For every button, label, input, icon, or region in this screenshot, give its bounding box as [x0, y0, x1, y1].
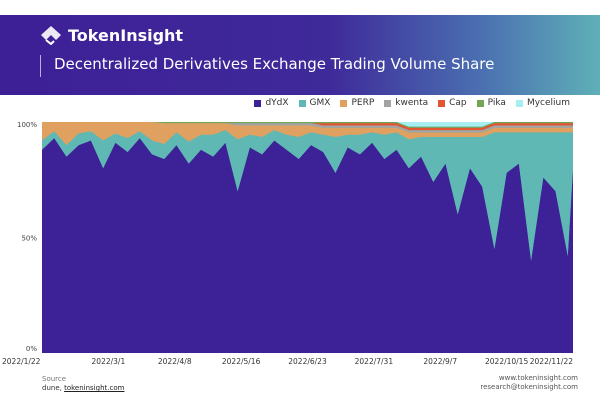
area-mycelium	[42, 122, 573, 127]
legend-item-dydx: dYdX	[254, 98, 289, 108]
source-link[interactable]: tokeninsight.com	[64, 384, 125, 392]
legend-item-gmx: GMX	[298, 98, 331, 108]
legend-swatch	[438, 99, 446, 107]
legend-label: kwenta	[395, 98, 429, 108]
source-note: Source dune, tokeninsight.com	[42, 375, 124, 393]
legend-label: GMX	[309, 98, 331, 108]
source-label: Source	[42, 375, 67, 383]
legend-label: PERP	[351, 98, 375, 108]
x-tick-label: 2022/9/7	[423, 357, 457, 366]
x-tick-label: 2022/1/22	[2, 357, 41, 366]
legend: dYdX GMX PERP kwenta Cap Pika Mycelium	[254, 98, 570, 108]
email[interactable]: research@tokeninsight.com	[480, 383, 578, 391]
x-tick-label: 2022/7/31	[355, 357, 394, 366]
area-cap	[42, 122, 573, 131]
legend-item-kwenta: kwenta	[384, 98, 428, 108]
y-tick-label: 50%	[21, 235, 37, 243]
legend-item-mycelium: Mycelium	[515, 98, 570, 108]
legend-swatch	[254, 99, 262, 107]
x-tick-label: 2022/5/16	[222, 357, 261, 366]
area-kwenta	[42, 122, 573, 133]
legend-swatch	[384, 99, 392, 107]
x-tick-label: 2022/3/1	[92, 357, 126, 366]
area-pika	[42, 122, 573, 128]
chart-title: Decentralized Derivatives Exchange Tradi…	[54, 55, 495, 73]
x-tick-label: 2022/10/15	[485, 357, 528, 366]
legend-item-cap: Cap	[438, 98, 467, 108]
header-banner: TokenInsight Decentralized Derivatives E…	[0, 15, 600, 95]
x-tick-label: 2022/11/22	[530, 357, 573, 366]
legend-label: Cap	[449, 98, 467, 108]
y-tick-label: 100%	[17, 121, 37, 129]
title-divider	[40, 55, 41, 77]
x-tick-label: 2022/6/23	[288, 357, 327, 366]
website[interactable]: www.tokeninsight.com	[498, 374, 578, 382]
legend-swatch	[340, 99, 348, 107]
legend-swatch	[476, 99, 484, 107]
y-tick-label: 0%	[26, 345, 37, 353]
legend-label: Pika	[487, 98, 506, 108]
legend-label: Mycelium	[526, 98, 570, 108]
x-tick-label: 2022/4/8	[158, 357, 192, 366]
area-gmx	[42, 130, 573, 261]
source-text: dune,	[42, 384, 65, 392]
legend-item-perp: PERP	[340, 98, 374, 108]
brand-logo: TokenInsight	[40, 25, 183, 45]
area-dydx	[42, 138, 573, 353]
legend-swatch	[515, 99, 523, 107]
brand-name: TokenInsight	[68, 25, 184, 45]
tokeninsight-logo-icon	[41, 26, 61, 45]
stacked-area-chart: 0% 50% 100% 2022/1/22 2022/3/1 2022/4/8 2022/5…	[2, 121, 573, 366]
legend-item-pika: Pika	[476, 98, 506, 108]
contact-info: www.tokeninsight.com research@tokeninsig…	[480, 374, 578, 392]
area-perp	[42, 122, 573, 146]
legend-label: dYdX	[265, 98, 289, 108]
legend-swatch	[298, 99, 306, 107]
